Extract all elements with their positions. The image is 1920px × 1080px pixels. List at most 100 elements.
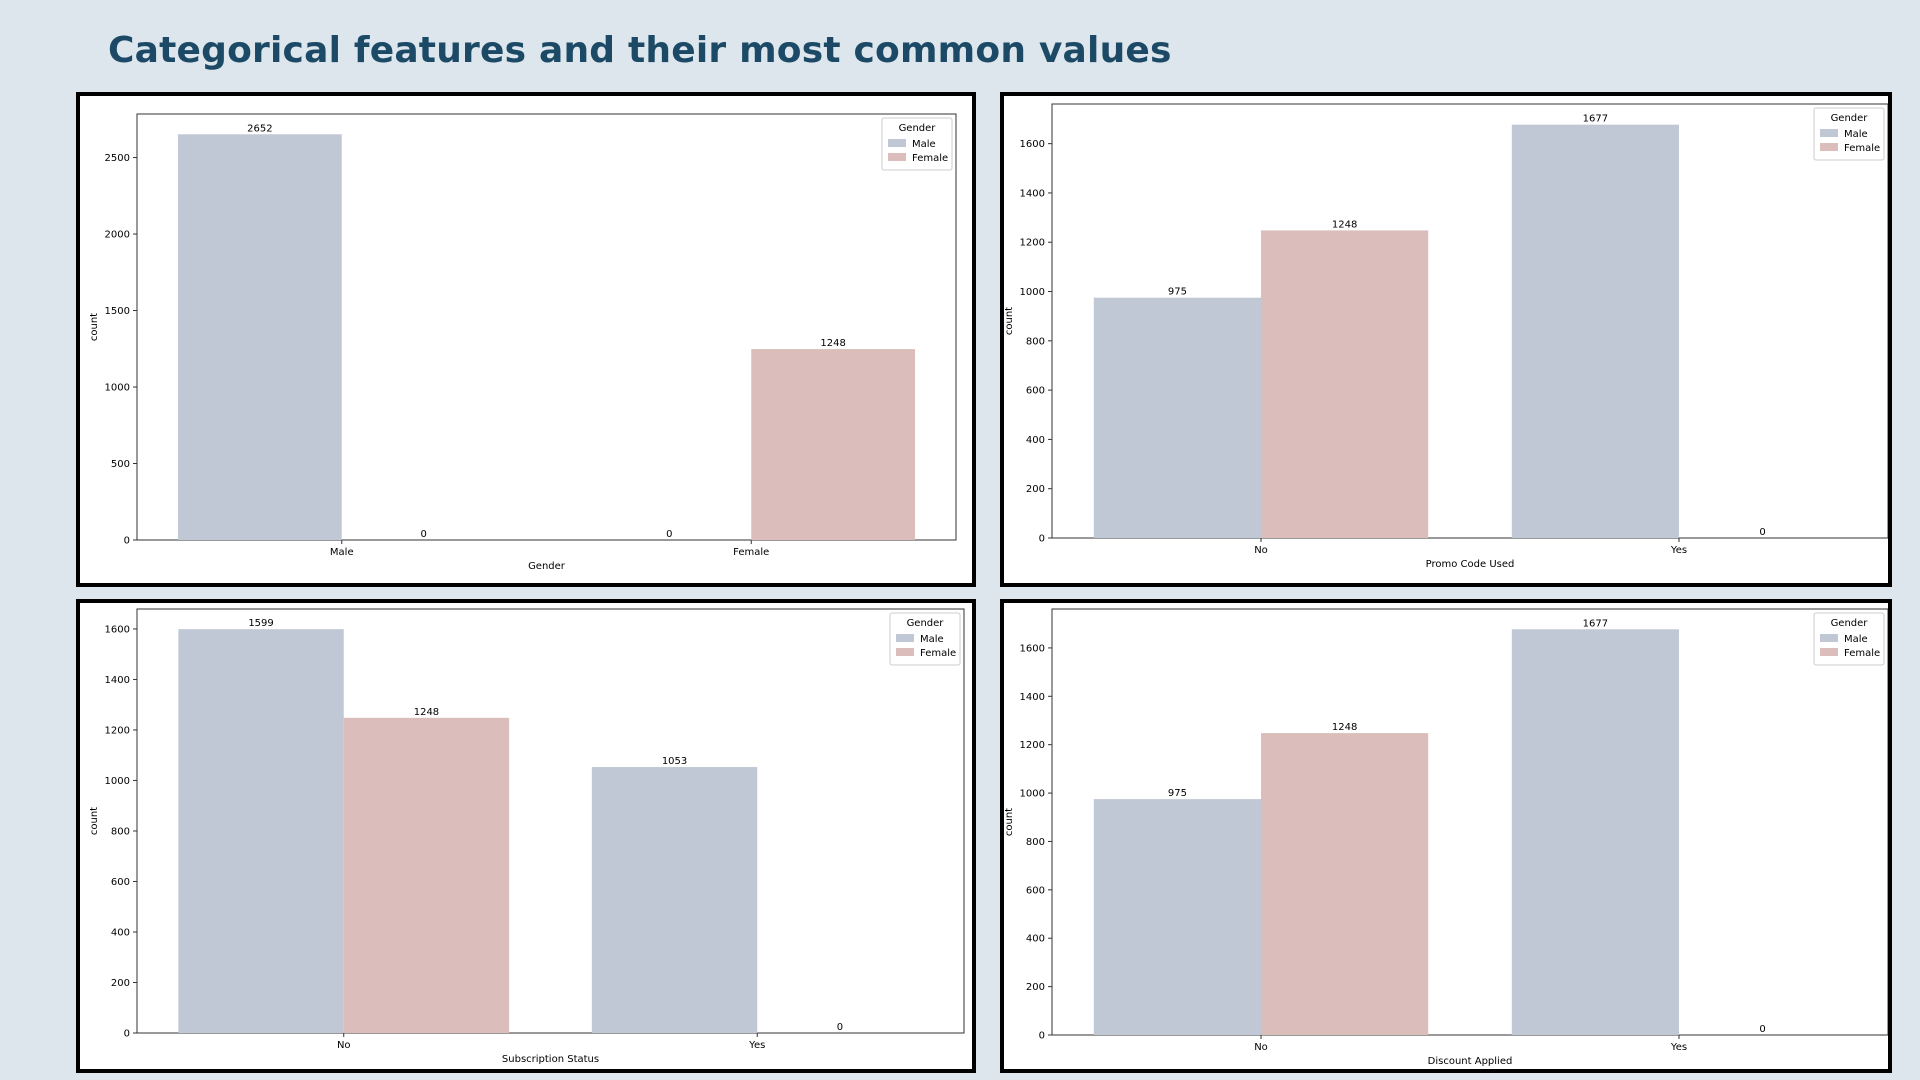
legend-label-female: Female	[912, 153, 948, 164]
chart-panel-subscription-status: 1599 1053 1248 0 0 200 400 600 800 1000 1200 1400 16…	[76, 599, 976, 1073]
x-tick-label: Yes	[748, 1040, 765, 1051]
x-tick-label: Yes	[1670, 545, 1687, 556]
x-axis-title: Discount Applied	[1428, 1056, 1513, 1067]
y-axis-title: count	[1004, 808, 1015, 836]
plot-frame	[1051, 608, 1888, 1036]
bar-male-no	[1093, 799, 1261, 1035]
x-tick-label: Female	[733, 547, 769, 558]
y-tick-label: 400	[1026, 934, 1045, 945]
y-tick-label: 1400	[1020, 692, 1045, 703]
bar-female-no	[1261, 230, 1429, 538]
x-tick-label: No	[1254, 545, 1268, 556]
plot-frame	[136, 113, 957, 541]
bar-label: 1599	[248, 618, 273, 629]
y-tick-label: 600	[1026, 885, 1045, 896]
bar-label: 2652	[247, 123, 272, 134]
y-tick-label: 1000	[105, 383, 130, 394]
bar-male-yes	[1511, 629, 1679, 1035]
legend-swatch-male	[888, 139, 906, 147]
bar-label: 0	[1759, 527, 1765, 538]
legend-swatch-male	[1820, 634, 1838, 642]
legend-label-female: Female	[1844, 648, 1880, 659]
y-tick-label: 600	[111, 877, 130, 888]
y-tick-label: 800	[1026, 837, 1045, 848]
bar-label: 975	[1168, 788, 1187, 799]
bar-label: 0	[837, 1022, 843, 1033]
legend: Gender Male Female	[881, 117, 953, 171]
x-tick-label: No	[337, 1040, 351, 1051]
y-tick-label: 800	[1026, 336, 1045, 347]
chart-discount-applied: 975 1677 1248 0 0 200 400 600 800 1000 1200 1400 160…	[1004, 608, 1888, 1067]
y-tick-label: 200	[1026, 484, 1045, 495]
legend-label-female: Female	[1844, 143, 1880, 154]
bar-male-yes	[591, 767, 758, 1033]
y-axis-title: count	[89, 807, 100, 835]
chart-gender: 2652 0 0 1248 0 500 1000 1500 2000 2500 Male Female…	[89, 113, 957, 572]
y-axis-title: count	[1004, 307, 1015, 335]
legend-swatch-female	[888, 153, 906, 161]
y-tick-label: 1600	[1020, 643, 1045, 654]
slide-title: Categorical features and their most comm…	[108, 30, 1172, 71]
y-tick-label: 1200	[1020, 238, 1045, 249]
y-tick-label: 400	[1026, 435, 1045, 446]
bar-male-no	[178, 629, 344, 1033]
bar-label: 975	[1168, 287, 1187, 298]
bar-label: 0	[420, 529, 426, 540]
y-tick-label: 2000	[105, 230, 130, 241]
y-tick-label: 0	[1039, 534, 1045, 545]
bar-male-male	[177, 134, 342, 540]
bar-female-no	[1261, 733, 1429, 1035]
legend: Gender Male Female	[889, 612, 961, 666]
y-tick-label: 1200	[105, 725, 130, 736]
legend-title: Gender	[1831, 113, 1869, 124]
y-tick-label: 0	[124, 536, 130, 547]
legend-label-male: Male	[1844, 634, 1868, 645]
legend-swatch-female	[1820, 143, 1838, 151]
plot-frame	[1051, 103, 1888, 539]
x-tick-label: No	[1254, 1042, 1268, 1053]
y-tick-label: 0	[124, 1029, 130, 1040]
legend-title: Gender	[907, 618, 945, 629]
y-tick-label: 600	[1026, 386, 1045, 397]
y-tick-label: 1600	[1020, 139, 1045, 150]
y-tick-label: 2500	[105, 153, 130, 164]
bar-label: 0	[1759, 1024, 1765, 1035]
legend-label-male: Male	[920, 634, 944, 645]
y-tick-label: 1500	[105, 306, 130, 317]
y-tick-label: 1600	[105, 624, 130, 635]
chart-panel-discount-applied: 975 1677 1248 0 0 200 400 600 800 1000 1200 1400 160…	[1000, 599, 1892, 1073]
y-tick-label: 1200	[1020, 740, 1045, 751]
legend-title: Gender	[1831, 618, 1869, 629]
plot-frame	[136, 608, 965, 1034]
x-axis-title: Promo Code Used	[1426, 559, 1515, 570]
x-axis-title: Subscription Status	[502, 1054, 599, 1065]
y-tick-label: 0	[1039, 1031, 1045, 1042]
bar-label: 1248	[1332, 722, 1357, 733]
y-axis-title: count	[89, 313, 100, 341]
bar-male-no	[1093, 297, 1261, 538]
y-tick-label: 1000	[105, 776, 130, 787]
chart-subscription-status: 1599 1053 1248 0 0 200 400 600 800 1000 1200 1400 16…	[89, 608, 965, 1065]
bar-label: 1053	[662, 756, 687, 767]
y-tick-label: 200	[111, 978, 130, 989]
chart-panel-gender: 2652 0 0 1248 0 500 1000 1500 2000 2500 Male Female…	[76, 92, 976, 587]
y-tick-label: 1400	[105, 675, 130, 686]
chart-panel-promo-code-used: 975 1677 1248 0 0 200 400 600 800 1000 1200 1400 160…	[1000, 92, 1892, 587]
y-tick-label: 800	[111, 826, 130, 837]
legend-label-male: Male	[1844, 129, 1868, 140]
legend-swatch-male	[896, 634, 914, 642]
y-tick-label: 1000	[1020, 789, 1045, 800]
bar-female-female	[751, 349, 916, 540]
legend-label-female: Female	[920, 648, 956, 659]
chart-promo-code-used: 975 1677 1248 0 0 200 400 600 800 1000 1200 1400 160…	[1004, 103, 1888, 570]
x-axis-title: Gender	[528, 561, 566, 572]
x-tick-label: Male	[330, 547, 354, 558]
bar-male-yes	[1511, 124, 1679, 539]
bar-label: 1248	[820, 338, 845, 349]
y-tick-label: 1000	[1020, 287, 1045, 298]
y-tick-label: 500	[111, 459, 130, 470]
legend-label-male: Male	[912, 139, 936, 150]
bar-label: 1677	[1583, 618, 1608, 629]
legend-swatch-male	[1820, 129, 1838, 137]
legend-swatch-female	[1820, 648, 1838, 656]
